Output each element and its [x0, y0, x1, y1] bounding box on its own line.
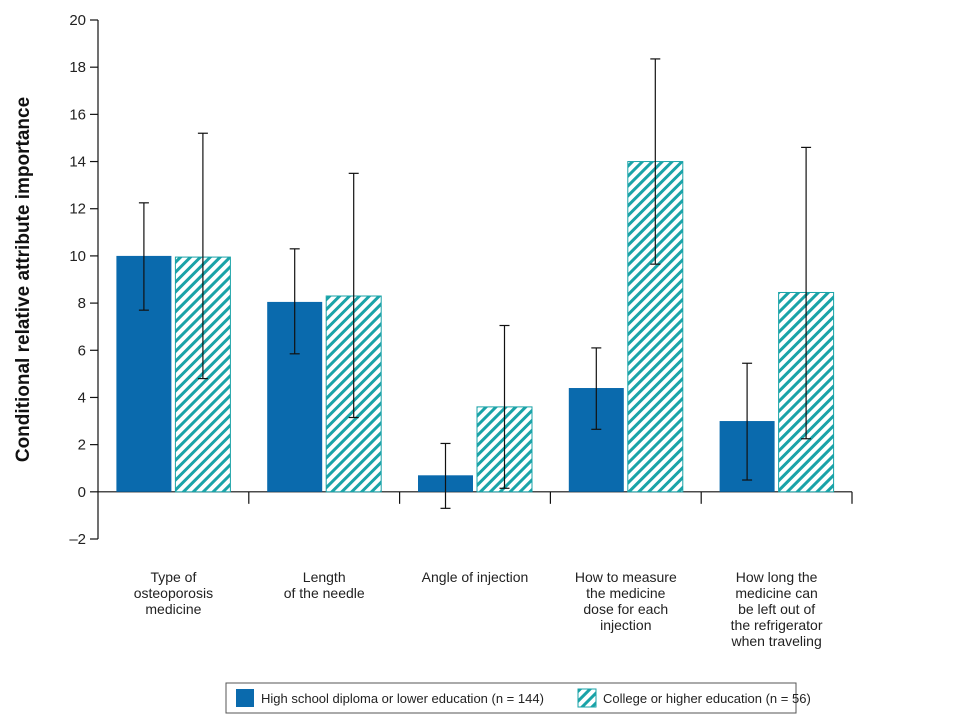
- legend-label-college: College or higher education (n = 56): [603, 691, 811, 706]
- x-category-label: How to measure the medicine dose for each i…: [575, 569, 677, 633]
- legend-box: [225, 682, 797, 714]
- y-tick-label: 20: [69, 12, 86, 29]
- y-tick-label: 4: [78, 389, 86, 406]
- y-tick-label: 2: [78, 437, 86, 454]
- y-tick-label: 0: [78, 484, 86, 501]
- legend-swatch-high-school: [236, 689, 254, 707]
- y-tick-label: 8: [78, 295, 86, 312]
- x-category-label: Type of osteoporosis medicine: [134, 569, 213, 617]
- y-axis-label: Conditional relative attribute importanc…: [13, 97, 34, 462]
- x-category-label: Length of the needle: [284, 569, 365, 601]
- x-category-label: Angle of injection: [422, 569, 529, 585]
- y-tick-label: –2: [69, 531, 86, 548]
- y-tick-label: 14: [69, 154, 86, 171]
- legend-swatch-college: [577, 688, 597, 708]
- y-tick-label: 16: [69, 106, 86, 123]
- y-tick-label: 12: [69, 201, 86, 218]
- legend-label-high-school: High school diploma or lower education (…: [261, 691, 544, 706]
- y-tick-label: 6: [78, 342, 86, 359]
- y-tick-label: 10: [69, 248, 86, 265]
- y-tick-label: 18: [69, 59, 86, 76]
- x-category-label: How long the medicine can be left out of th…: [730, 569, 822, 649]
